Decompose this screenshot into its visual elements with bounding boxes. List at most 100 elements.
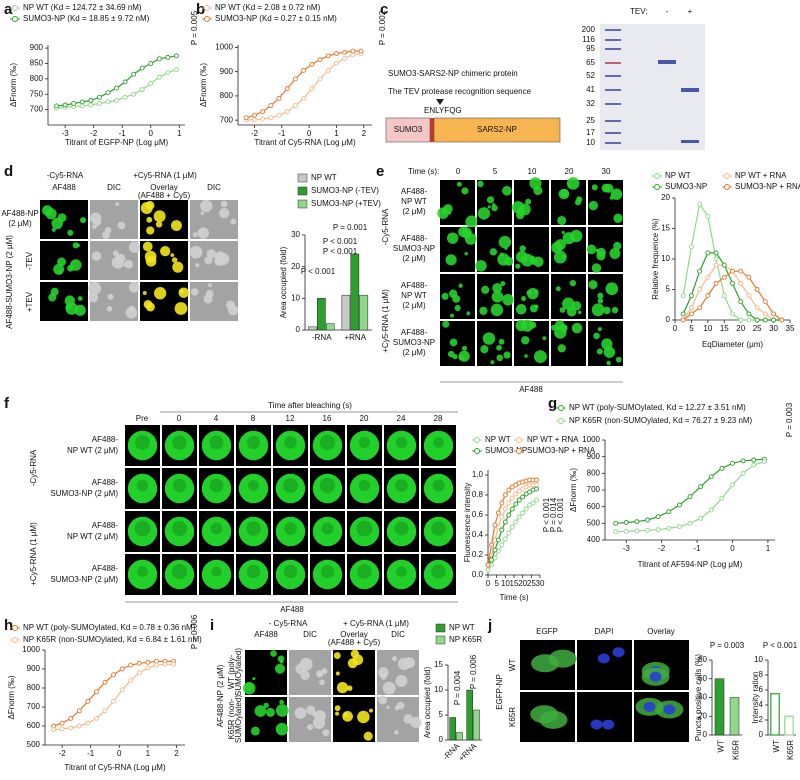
bleach-spot [431,521,446,536]
marker-label: 52 [586,71,595,80]
y-tick-label: 700 [30,105,44,114]
droplet [299,657,313,671]
legend-marker [558,418,564,424]
channel-header: Overlay [647,627,675,636]
bar [308,326,317,331]
y-tick-label: 10 [434,685,443,694]
time-header: 0 [177,414,182,423]
droplet [190,288,199,296]
droplet [279,659,284,664]
droplet [502,186,512,196]
channel-header: DIC [107,183,121,192]
legend-marker [12,5,18,11]
data-point [122,94,128,100]
droplet [489,248,498,256]
data-point [751,457,757,463]
marker-label: 200 [582,25,596,34]
data-point [721,262,727,268]
row-label: (2 μM) [402,348,426,357]
y-tick-label: 5 [666,285,671,294]
data-point [738,317,744,323]
condition-header: - Cy5-RNA [269,619,308,628]
legend-label: NP K65R (non-SUMOylated, Kd = 76.27 ± 9.… [569,416,753,425]
x-tick-label: 10 [501,579,510,588]
condition-label: +Cy5-RNA (1 μM) [381,289,390,353]
row-label: NP WT (2 μM) [67,446,118,455]
droplet [454,304,461,312]
droplet [128,241,141,253]
data-point [268,103,274,109]
droplet [610,188,623,200]
legend-label: NP WT [311,173,337,182]
data-point [697,201,703,207]
data-point [509,506,515,512]
data-point [746,293,752,299]
y-tick-label: 0.4 [472,530,484,539]
row-label: AF488-NP [1,209,38,218]
cell [530,705,559,724]
data-point [342,49,348,55]
droplet [386,705,390,709]
x-axis-label: EqDiameter (μm) [702,340,763,349]
data-point [276,112,282,118]
droplet [479,306,488,315]
y-axis-label: Puncta positive cells (%) [694,654,703,741]
droplet [254,705,267,717]
bar [449,717,456,741]
y-axis-label: ΔFnorm (‰) [7,675,16,719]
data-point [697,287,703,292]
x-tick-label: 0 [673,324,678,333]
x-tick-label: 0 [149,129,154,138]
droplet [551,242,563,254]
x-tick-label: 30 [769,324,778,333]
data-point [655,514,661,520]
bleach-spot [358,436,371,449]
overlay-note: (AF488 + Cy5) [138,191,191,200]
legend-label: NP WT [485,435,511,444]
bleach-spot [395,436,408,449]
data-point [509,524,515,530]
droplet [490,303,504,317]
droplet [481,285,490,294]
data-point [153,662,159,668]
p-value: P < 0.001 [323,237,358,246]
data-point [68,715,74,721]
data-point [719,495,725,501]
data-point [754,287,760,292]
row-label: AF488- [401,234,428,243]
row-label: AF488- [401,187,428,196]
legend-label: SUMO3-NP + RNA [735,182,800,191]
ladder-band [605,120,621,122]
legend-marker [204,5,210,11]
data-point [534,486,539,492]
droplet [76,243,80,248]
data-point [76,708,82,714]
domain-box [433,117,561,143]
panel-letter: j [487,617,492,634]
y-axis-label: Fluorescence intensity [463,483,472,563]
data-point [762,299,768,305]
data-point [495,510,501,516]
droplet [465,215,479,229]
y-tick-label: 0 [439,735,444,744]
droplet [449,313,454,318]
data-point [513,501,519,507]
droplet [515,263,521,269]
data-point [520,494,526,500]
domain-label: SARS2-NP [477,125,517,134]
p-value: P = 0.014 [549,497,558,532]
time-header: Pre [136,414,149,423]
gel-label: TEV: [630,7,647,16]
nucleus [643,701,656,712]
droplet [524,354,528,358]
ladder-band [605,142,621,144]
droplet [91,251,102,261]
x-axis-label: Titrant of AF594-NP (Log μM) [638,560,743,569]
data-point [489,557,494,563]
data-point [708,474,714,480]
droplet [576,196,583,203]
channel-header: AF488 [52,183,76,192]
data-point [76,723,82,729]
legend-marker [474,448,480,454]
y-tick-label: 80 [698,655,707,664]
